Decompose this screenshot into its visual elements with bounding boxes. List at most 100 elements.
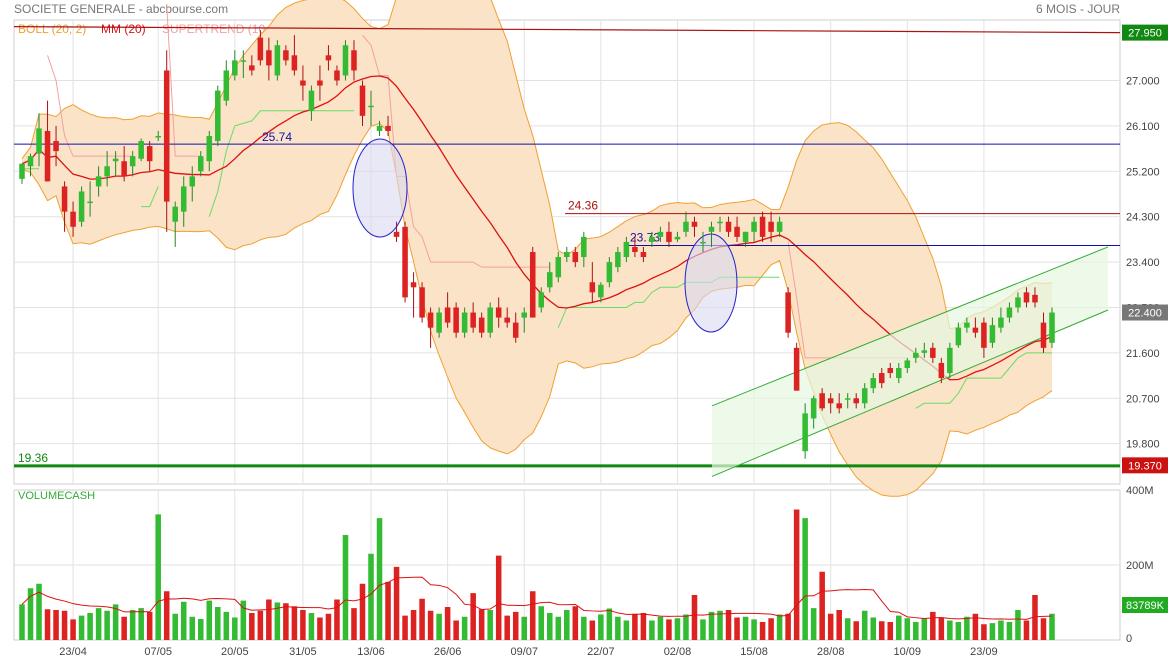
volume-bar [1032, 595, 1038, 640]
candle-body [223, 70, 230, 101]
volume-bar [359, 583, 366, 640]
volume-bar [504, 615, 510, 640]
candle-body [121, 161, 127, 177]
volume-bar [70, 619, 76, 640]
volume-bar [853, 621, 859, 640]
volume-bar [121, 616, 127, 640]
volume-bar [589, 620, 596, 640]
candle-body [436, 312, 442, 333]
candle-body [657, 231, 664, 237]
volume-bar [759, 622, 766, 640]
volume-bar [112, 604, 119, 640]
volume-bar [657, 616, 664, 640]
volume-bar [793, 509, 800, 640]
candle-body [836, 403, 842, 409]
candle-body [700, 241, 706, 244]
candle-body [538, 292, 545, 308]
candle-body [853, 398, 859, 404]
volume-bar [930, 611, 936, 640]
candle-body [529, 252, 536, 318]
candle-body [827, 398, 834, 404]
volume-bar [810, 608, 817, 640]
candle-body [19, 163, 25, 179]
candle-body [112, 158, 119, 162]
candle-body [180, 186, 187, 212]
volume-bar [376, 518, 383, 640]
date-tick-label: 22/07 [587, 646, 615, 658]
volume-bar [972, 613, 979, 640]
candle-body [197, 156, 204, 172]
volume-bar [308, 613, 315, 640]
price-tick-label: 19.800 [1126, 439, 1160, 451]
supertrend-segment [915, 352, 1052, 409]
candle-body [138, 141, 144, 159]
volume-bar [606, 608, 613, 640]
candle-body [691, 221, 698, 227]
candle-body [36, 128, 42, 154]
candle-body [547, 272, 553, 288]
badge-support-bg [1122, 457, 1168, 474]
supertrend-segment [557, 276, 780, 328]
candle-body [453, 307, 459, 333]
candle-body [70, 211, 76, 227]
candle-body [283, 50, 289, 61]
volume-bar [197, 619, 204, 640]
volume-bar [249, 613, 255, 640]
candle-body [342, 45, 349, 76]
candle-body [572, 252, 579, 263]
volume-bar [981, 624, 987, 640]
candle-body [564, 252, 570, 258]
badge-volume: 83789K [1126, 600, 1165, 612]
bollinger-upper [21, 0, 1053, 330]
volume-bar [317, 617, 323, 640]
volume-bar [1040, 618, 1047, 640]
trendline-top [13, 26, 1121, 34]
candle-body [146, 146, 153, 162]
candle-body [53, 141, 59, 152]
volume-bar [146, 611, 153, 640]
candle-body [810, 398, 817, 419]
date-tick-label: 15/08 [740, 646, 768, 658]
volume-bar [878, 621, 885, 640]
volume-bar [334, 599, 340, 640]
volume-bar [717, 610, 723, 640]
volume-bar [887, 622, 894, 640]
date-tick-label: 13/06 [357, 646, 385, 658]
candle-body [427, 312, 434, 328]
candle-body [793, 347, 800, 391]
badge-support: 19.370 [1128, 460, 1162, 472]
volume-bar [453, 620, 459, 640]
date-tick-label: 10/09 [894, 646, 922, 658]
candle-body [351, 50, 357, 71]
volume-bar [572, 606, 579, 640]
chart-period: 6 MOIS - JOUR [1036, 2, 1120, 16]
volume-bar [538, 606, 545, 640]
candle-body [163, 70, 170, 202]
candle-body [708, 226, 715, 232]
volume-bar [53, 610, 59, 640]
candle-body [751, 221, 757, 232]
legend-supertrend: SUPERTREND (10, 3) [162, 22, 282, 36]
candle-body [27, 156, 34, 167]
volume-bar [623, 620, 630, 640]
volume-bar [27, 588, 34, 640]
candle-body [904, 360, 911, 368]
volume-bar [291, 606, 298, 640]
supertrend-segment [141, 186, 159, 208]
candle-body [615, 252, 621, 268]
candle-body [955, 327, 962, 346]
volume-bar [683, 614, 689, 640]
candle-body [402, 226, 408, 298]
supertrend-segment [47, 55, 133, 157]
candle-body [998, 317, 1004, 328]
volume-bar [666, 619, 672, 640]
volume-bar [896, 615, 902, 640]
candle-body [861, 388, 868, 404]
channel-upper [711, 246, 1109, 407]
label-19-36: 19.36 [18, 451, 48, 465]
candle-body [981, 322, 987, 348]
candle-body [598, 284, 604, 298]
volume-bar [640, 613, 647, 640]
volume-bar [921, 618, 928, 640]
candle-body [487, 307, 493, 333]
